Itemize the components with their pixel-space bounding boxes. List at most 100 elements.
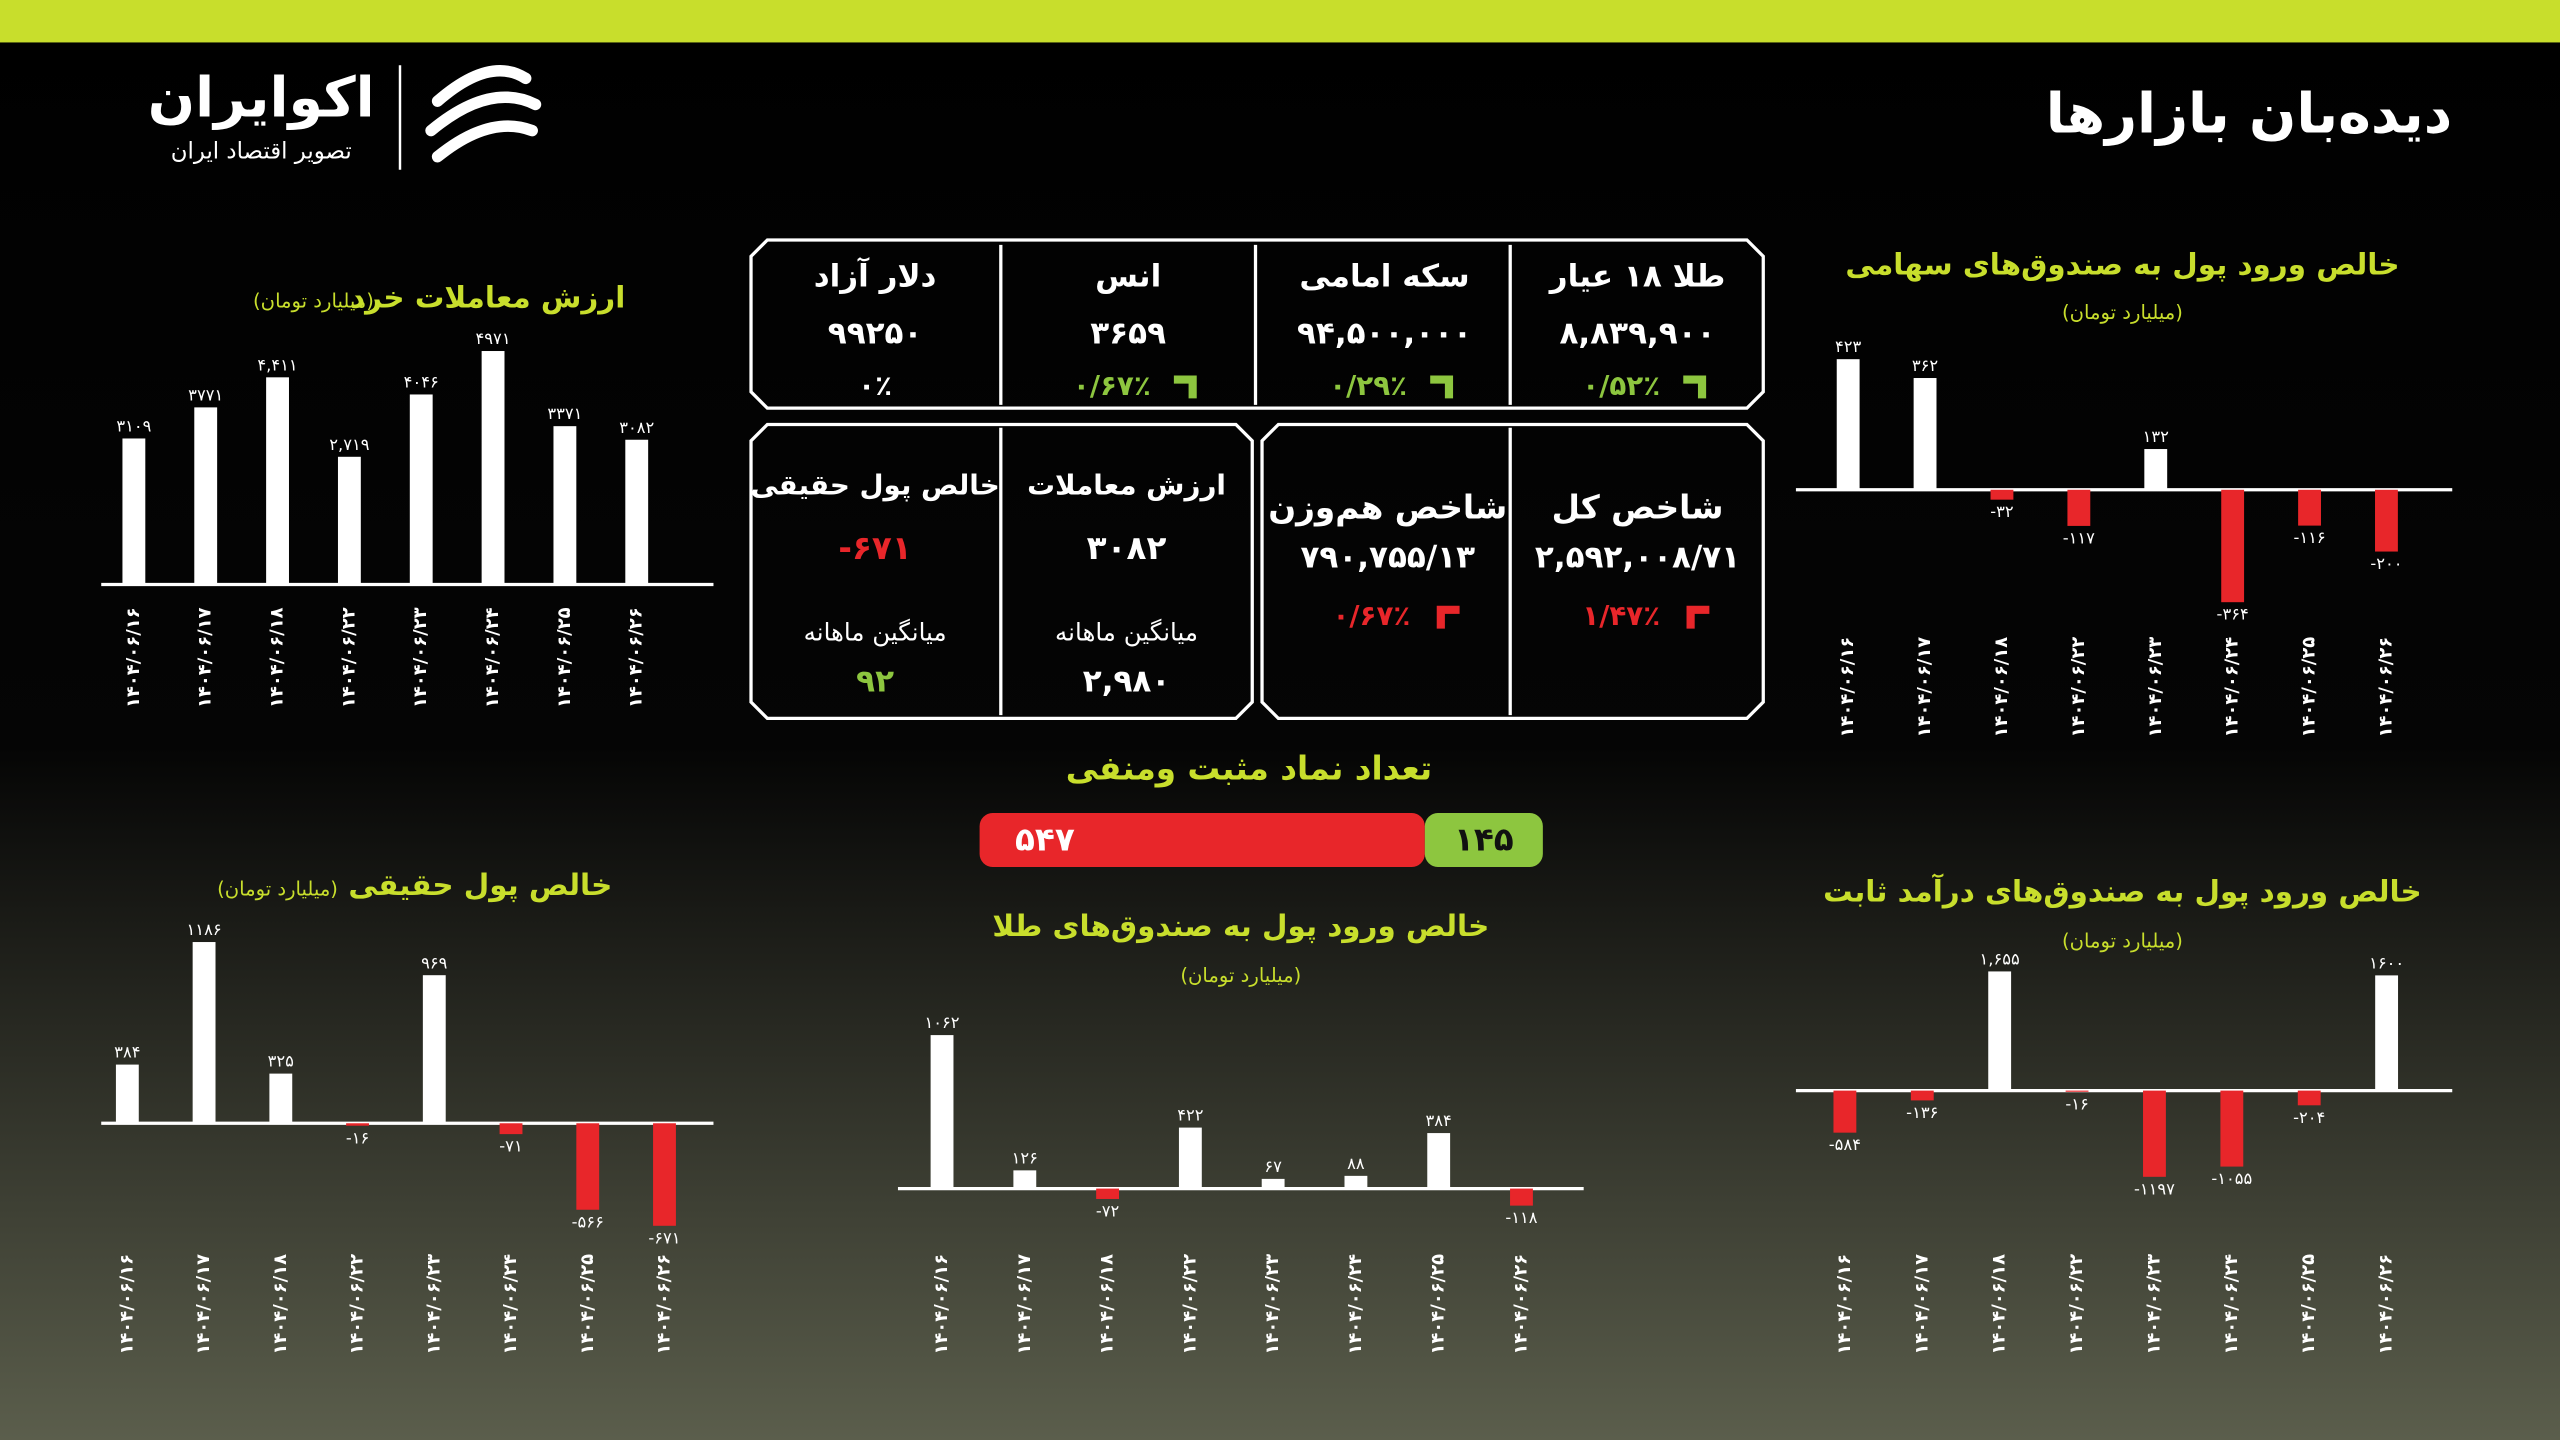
bar [499,1123,523,1135]
positive-segment [1424,813,1543,867]
bar [481,351,505,585]
x-tick-label: ۱۴۰۴/۰۶/۲۲ [2066,1254,2087,1355]
bar [653,1123,676,1226]
value-label: ۸۸ [1347,1154,1365,1173]
bar [625,439,649,585]
x-tick-label: ۱۴۰۴/۰۶/۲۳ [410,607,431,708]
x-tick-label: ۱۴۰۴/۰۶/۲۲ [2068,637,2089,738]
bar [1990,489,2014,500]
bar [269,1073,293,1124]
bar [1261,1178,1285,1189]
card-frames [749,238,1765,720]
price-change: ۰/۵۲٪ [1582,369,1660,402]
index-name: شاخص هم‌وزن [1268,488,1507,527]
market-avg-label: میانگین ماهانه [804,617,947,646]
index-value: ۲,۵۹۲,۰۰۸/۷۱ [1535,539,1740,575]
chart-title: خالص ورود پول به صندوق‌های طلا [992,909,1489,944]
x-tick-label: ۱۴۰۴/۰۶/۲۲ [1179,1254,1200,1355]
market-avg: ۹۲ [856,663,894,699]
x-tick-label: ۱۴۰۴/۰۶/۲۵ [1428,1254,1449,1355]
bar [2144,449,2168,490]
price-name: انس [1095,259,1161,295]
page-title: دیده‌بان بازارها [2046,82,2452,147]
bar [1833,1090,1857,1133]
chart-unit: (میلیارد تومان) [2062,930,2183,953]
x-tick-label: ۱۴۰۴/۰۶/۲۴ [2221,1254,2242,1355]
value-label: ۳۶۲ [1912,356,1939,375]
x-tick-label: ۱۴۰۴/۰۶/۲۴ [482,607,503,708]
chart-title: خالص ورود پول به صندوق‌های درآمد ثابت [1823,873,2422,910]
value-label: -۳۶۴ [2217,605,2249,624]
bar [1344,1175,1368,1189]
x-tick-label: ۱۴۰۴/۰۶/۲۶ [1510,1254,1531,1355]
price-name: دلار آزاد [814,257,937,295]
price-name: سکه امامی [1299,259,1469,295]
logo-tagline: تصویر اقتصاد ایران [171,138,352,164]
value-label: -۱۳۶ [1906,1103,1938,1122]
bar [1013,1170,1037,1189]
value-label: -۶۷۱ [648,1228,680,1247]
value-label: -۱۶ [2065,1094,2088,1113]
value-label: -۱۱۷ [2063,528,2095,547]
market-avg-label: میانگین ماهانه [1055,617,1198,646]
value-label: ۲,۷۱۹ [329,435,369,454]
trend-arrow [1430,375,1454,399]
value-label: ۱۲۶ [1012,1148,1038,1167]
x-tick-label: ۱۴۰۴/۰۶/۱۶ [931,1254,952,1355]
price-value: ۳۶۵۹ [1090,316,1166,352]
price-change: ۰/۶۷٪ [1073,369,1151,402]
bar [2375,975,2399,1091]
value-label: -۲۰۰ [2370,554,2402,573]
bar [346,1123,369,1126]
x-tick-label: ۱۴۰۴/۰۶/۲۶ [653,1254,674,1355]
index-value: ۷۹۰,۷۵۵/۱۳ [1300,539,1475,575]
x-tick-label: ۱۴۰۴/۰۶/۲۶ [2375,637,2396,738]
x-tick-label: ۱۴۰۴/۰۶/۲۵ [554,607,575,708]
bar [2375,489,2398,552]
index-change: ۰/۶۷٪ [1332,599,1410,632]
bar [2067,489,2091,526]
x-tick-label: ۱۴۰۴/۰۶/۱۸ [1989,1254,2010,1355]
index-name: شاخص کل [1552,488,1724,526]
price-value: ۸,۸۳۹,۹۰۰ [1560,316,1716,352]
x-tick-label: ۱۴۰۴/۰۶/۱۷ [1911,1254,1932,1355]
top-strip [0,0,2560,43]
bar [1096,1188,1120,1199]
x-tick-label: ۱۴۰۴/۰۶/۲۲ [347,1254,368,1355]
bar [553,426,577,585]
x-tick-label: ۱۴۰۴/۰۶/۱۸ [270,1254,291,1355]
value-label: ۳۳۷۱ [547,404,582,423]
value-label: ۴,۴۱۱ [257,355,297,374]
value-label: -۱۰۵۵ [2211,1169,2252,1188]
trend-arrow [1683,375,1707,399]
market-value: ۳۰۸۲ [1087,529,1167,567]
value-label: -۱۱۹۷ [2134,1179,2175,1198]
x-tick-label: ۱۴۰۴/۰۶/۱۷ [1014,1254,1035,1355]
chart-unit: (میلیارد تومان) [1180,964,1301,987]
chart-title: خالص ورود پول به صندوق‌های سهامی [1845,248,2399,283]
x-tick-label: ۱۴۰۴/۰۶/۲۴ [1345,1254,1366,1355]
bar [1427,1133,1451,1189]
x-tick-label: ۱۴۰۴/۰۶/۱۸ [1991,637,2012,738]
bar [337,456,361,585]
value-label: ۴۹۷۱ [476,329,511,348]
bar [192,942,216,1124]
logo-text: اکوایران [148,65,375,130]
value-label: ۶۷ [1264,1157,1282,1176]
x-tick-label: ۱۴۰۴/۰۶/۱۶ [1834,1254,1855,1355]
chart-title: تعداد نماد مثبت ومنفی [1066,750,1432,789]
bar [2221,489,2245,603]
x-tick-label: ۱۴۰۴/۰۶/۱۷ [1914,637,1935,738]
chart-title: خالص پول حقیقی [348,868,612,903]
bar [1510,1188,1533,1206]
value-label: ۳۱۰۹ [116,417,151,436]
negative-segment [979,813,1425,867]
bar [2297,1090,2321,1106]
value-label: -۵۶۶ [572,1212,604,1231]
value-label: -۷۱ [499,1137,522,1156]
bar [1988,971,2012,1091]
value-label: ۳۸۴ [1426,1111,1452,1130]
value-label: -۱۱۶ [2293,528,2325,547]
x-tick-label: ۱۴۰۴/۰۶/۲۴ [500,1254,521,1355]
